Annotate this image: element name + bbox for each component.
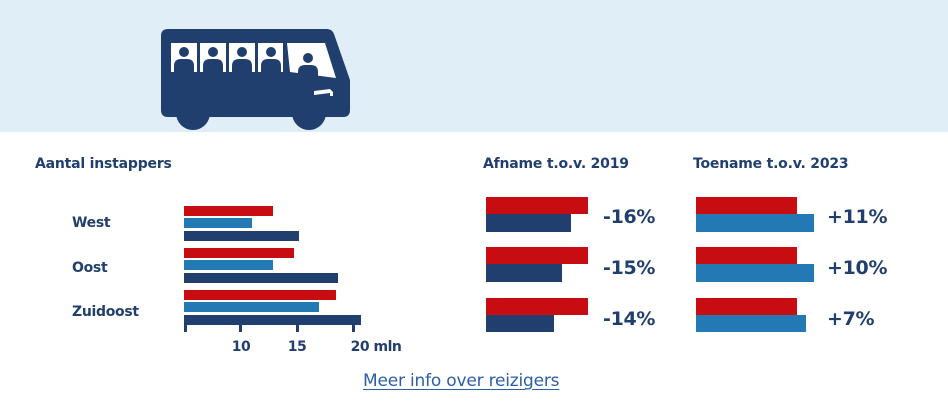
bar-zuidoost-navy xyxy=(184,315,361,325)
region-label-oost: Oost xyxy=(72,260,108,276)
axis-tick-20 xyxy=(352,318,355,332)
afname-oost-pct: -15% xyxy=(603,257,656,279)
header-band xyxy=(0,0,948,132)
region-label-zuidoost: Zuidoost xyxy=(72,304,139,320)
axis-tick-15 xyxy=(296,318,299,332)
toename-oost-bar xyxy=(696,264,814,282)
toename-oost-ref-bar xyxy=(696,247,797,264)
afname-zuidoost-bar xyxy=(486,315,554,332)
bar-west-navy xyxy=(184,231,299,241)
toename-west-ref-bar xyxy=(696,197,797,214)
toename-west-bar xyxy=(696,214,814,232)
tick-label-10: 10 xyxy=(231,339,251,355)
toename-title: Toename t.o.v. 2023 xyxy=(693,156,849,172)
toename-oost-pct: +10% xyxy=(827,257,888,279)
toename-west-pct: +11% xyxy=(827,206,888,228)
tick-label-20: 20 mln xyxy=(350,339,402,355)
tick-label-15: 15 xyxy=(287,339,307,355)
axis-tick-origin xyxy=(184,318,187,332)
toename-zuidoost-bar xyxy=(696,315,806,332)
bar-oost-lightblue xyxy=(184,260,273,270)
bar-zuidoost-lightblue xyxy=(184,302,319,312)
afname-oost-bar xyxy=(486,264,562,282)
afname-oost-ref-bar xyxy=(486,247,588,264)
afname-west-pct: -16% xyxy=(603,206,656,228)
bar-zuidoost-red xyxy=(184,290,336,300)
bar-oost-navy xyxy=(184,273,338,283)
afname-title: Afname t.o.v. 2019 xyxy=(483,156,629,172)
bus-icon xyxy=(161,29,350,130)
more-info-link[interactable]: Meer info over reizigers xyxy=(363,371,560,391)
bar-oost-red xyxy=(184,248,294,258)
toename-zuidoost-pct: +7% xyxy=(827,308,875,330)
bar-west-lightblue xyxy=(184,218,252,228)
afname-west-bar xyxy=(486,214,571,232)
afname-zuidoost-ref-bar xyxy=(486,298,588,315)
instappers-title: Aantal instappers xyxy=(35,156,172,172)
region-label-west: West xyxy=(72,215,111,231)
axis-tick-10 xyxy=(239,318,242,332)
afname-zuidoost-pct: -14% xyxy=(603,308,656,330)
afname-west-ref-bar xyxy=(486,197,588,214)
bar-west-red xyxy=(184,206,273,216)
toename-zuidoost-ref-bar xyxy=(696,298,797,315)
